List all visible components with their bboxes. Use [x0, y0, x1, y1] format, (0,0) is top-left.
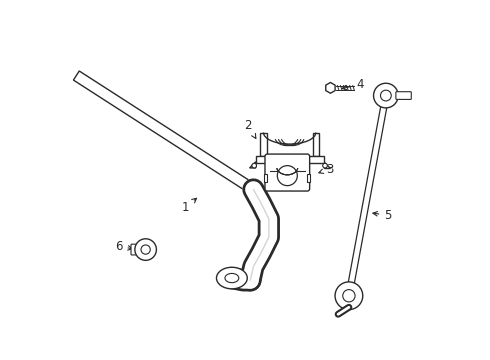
Polygon shape	[256, 156, 323, 163]
Circle shape	[373, 83, 398, 108]
FancyBboxPatch shape	[131, 244, 138, 255]
Text: 3: 3	[319, 163, 333, 176]
Polygon shape	[307, 174, 311, 182]
Circle shape	[381, 90, 391, 101]
Polygon shape	[260, 132, 267, 156]
Circle shape	[141, 245, 150, 254]
FancyBboxPatch shape	[265, 154, 310, 191]
Ellipse shape	[217, 267, 247, 289]
Circle shape	[252, 163, 257, 168]
Circle shape	[343, 289, 355, 302]
Polygon shape	[264, 174, 268, 182]
Polygon shape	[74, 71, 256, 194]
Polygon shape	[313, 132, 319, 156]
Circle shape	[335, 282, 363, 310]
Polygon shape	[326, 82, 335, 93]
Text: 2: 2	[245, 120, 256, 138]
Circle shape	[323, 163, 327, 168]
Circle shape	[277, 166, 297, 186]
Polygon shape	[323, 162, 330, 168]
Text: 1: 1	[182, 198, 196, 214]
Text: 5: 5	[373, 209, 392, 222]
Text: 4: 4	[342, 78, 364, 91]
FancyBboxPatch shape	[396, 92, 411, 99]
Circle shape	[135, 239, 156, 260]
Text: 6: 6	[115, 239, 132, 253]
Ellipse shape	[225, 274, 239, 283]
Polygon shape	[249, 162, 256, 168]
